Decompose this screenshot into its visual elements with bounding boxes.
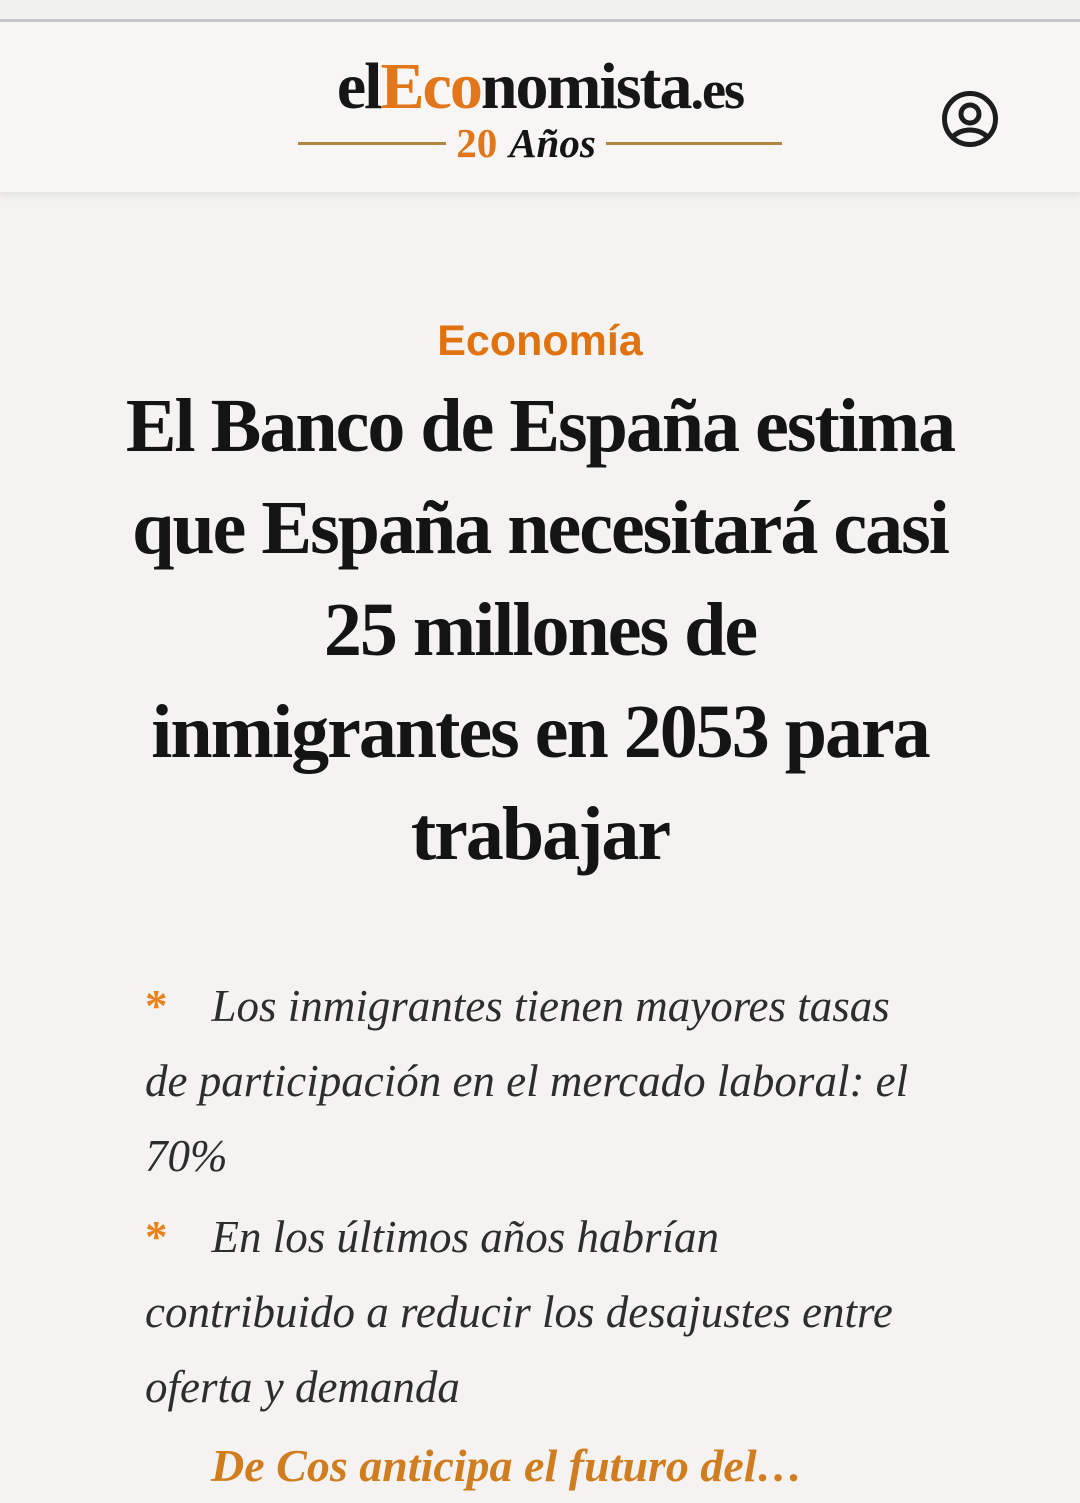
highlight-text: de participación en el mercado laboral: …	[145, 1056, 909, 1106]
highlight-item: * Los inmigrantes tienen mayores tasas de…	[145, 969, 965, 1194]
headline-line: inmigrantes en 2053 para	[151, 690, 930, 774]
article-page: Economía El Banco de España estima que E…	[0, 317, 1080, 1492]
anniversary-badge: 20 Años	[0, 123, 1080, 164]
logo-container: elEconomista.es 20 Años	[0, 22, 1080, 164]
bullet-asterisk-icon: *	[145, 981, 168, 1031]
status-strip	[0, 0, 1080, 22]
headline-line: 25 millones de	[323, 588, 758, 672]
app-header: elEconomista.es 20 Años	[0, 22, 1080, 194]
site-logo[interactable]: elEconomista.es	[337, 54, 746, 120]
anniversary-line-left	[298, 142, 447, 145]
highlight-text: Los inmigrantes tienen mayores tasas	[211, 981, 890, 1031]
related-link-truncated[interactable]: De Cos anticipa el futuro del…	[211, 1440, 803, 1491]
highlight-text: contribuido a reducir los desajustes ent…	[145, 1287, 893, 1337]
hamburger-menu-button[interactable]	[88, 110, 138, 150]
highlight-text: 70%	[145, 1131, 228, 1181]
logo-tld: .es	[690, 60, 746, 120]
account-button[interactable]	[940, 90, 1000, 150]
anniversary-line-right	[605, 142, 782, 145]
headline-line: El Banco de España estima	[125, 384, 956, 468]
highlight-text: En los últimos años habrían	[211, 1212, 720, 1262]
highlight-text: oferta y demanda	[145, 1362, 460, 1412]
headline-line: que España necesitará casi	[132, 486, 950, 570]
logo-part: el	[336, 50, 383, 123]
logo-part: nomista	[480, 50, 693, 123]
headline-line: trabajar	[410, 792, 671, 876]
highlight-item: * En los últimos años habrían contribuido…	[145, 1200, 965, 1425]
article-highlights: * Los inmigrantes tienen mayores tasas de…	[145, 969, 965, 1425]
anniversary-number: 20	[456, 120, 498, 166]
user-account-icon	[942, 91, 998, 147]
anniversary-word: Años	[509, 120, 596, 166]
article-headline: El Banco de España estima que España nec…	[26, 375, 1054, 885]
category-link[interactable]: Economía	[437, 317, 643, 365]
logo-part-accent: Eco	[380, 50, 483, 123]
bullet-asterisk-icon: *	[145, 1212, 168, 1262]
